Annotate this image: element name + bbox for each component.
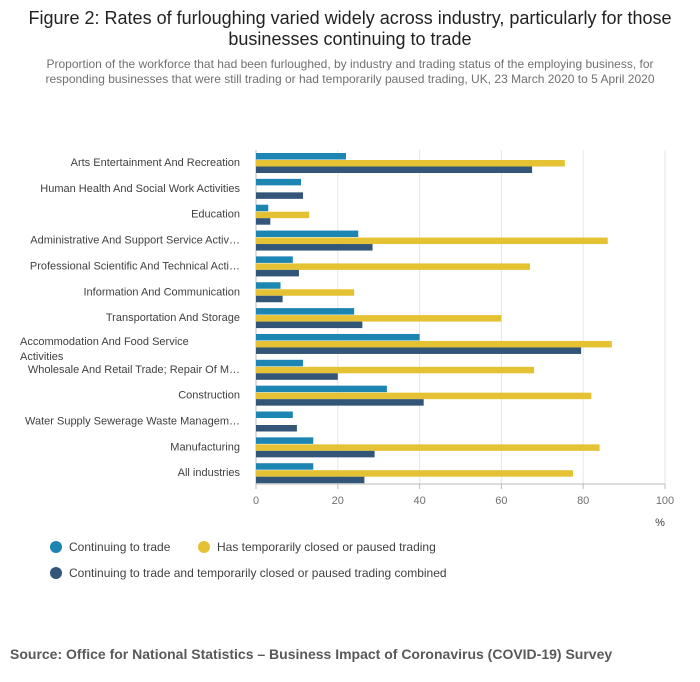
x-tick-label: 40 (413, 495, 425, 507)
x-tick-label: 20 (332, 495, 344, 507)
bar (256, 237, 608, 245)
x-tick-label: 100 (656, 495, 674, 507)
bar (256, 192, 304, 199)
bar (256, 463, 314, 470)
x-tick-label: 80 (577, 495, 589, 507)
bar-chart: 0 20 40 60 80 100% Arts Entertainment And Recr… (20, 150, 674, 529)
legend-label-continuing: Continuing to trade (69, 540, 171, 554)
legend-item-combined[interactable]: Continuing to trade and temporarily clos… (50, 566, 447, 580)
bar (256, 230, 359, 238)
bar (256, 450, 375, 458)
bar (256, 392, 592, 400)
category-label: Human Health And Social Work Activities (40, 183, 240, 195)
bar (256, 160, 565, 167)
bar (256, 263, 531, 270)
bar (256, 178, 301, 186)
category-label: Education (191, 209, 240, 221)
legend-label-combined: Continuing to trade and temporarily clos… (69, 566, 447, 580)
legend-swatch-continuing (50, 541, 62, 553)
category-label: Accommodation And Food Service Activities (20, 336, 189, 363)
bar (256, 476, 365, 484)
bar (256, 333, 420, 341)
category-label: Arts Entertainment And Recreation (71, 157, 240, 169)
chart-subtitle: Proportion of the workforce that had bee… (45, 57, 655, 86)
bar (256, 153, 346, 160)
bar (256, 359, 304, 367)
category-label: Information And Communication (83, 286, 240, 298)
bar (256, 470, 573, 477)
bar (256, 347, 582, 354)
category-label: Wholesale And Retail Trade; Repair Of M… (28, 364, 240, 376)
bar (256, 282, 281, 289)
legend-swatch-closed (198, 541, 210, 553)
category-label: Professional Scientific And Technical Ac… (30, 260, 240, 272)
bar (256, 218, 271, 225)
category-label: Water Supply Sewerage Waste Managem… (25, 416, 240, 428)
bar (256, 340, 612, 348)
x-axis-label: % (655, 517, 665, 529)
category-label: Manufacturing (170, 441, 240, 453)
bar (256, 385, 387, 393)
bar (256, 166, 533, 173)
bar (256, 308, 355, 315)
bar (256, 425, 297, 432)
bar (256, 204, 269, 212)
legend-item-continuing[interactable]: Continuing to trade (50, 540, 170, 554)
bar (256, 444, 600, 451)
bar (256, 269, 299, 277)
legend-label-closed: Has temporarily closed or paused trading (217, 540, 436, 554)
bar (256, 437, 314, 444)
bar (256, 315, 502, 322)
category-label: Administrative And Support Service Activ… (30, 235, 240, 247)
category-label: All industries (178, 467, 241, 479)
bar (256, 256, 293, 263)
bar (256, 411, 293, 418)
bar (256, 399, 424, 406)
bar (256, 366, 535, 374)
bar (256, 373, 338, 380)
legend-swatch-combined (50, 567, 62, 579)
bar (256, 244, 373, 251)
legend-item-closed[interactable]: Has temporarily closed or paused trading (198, 540, 436, 554)
bar (256, 321, 363, 329)
bar (256, 289, 355, 296)
chart-title: Figure 2: Rates of furloughing varied wi… (28, 8, 672, 49)
source-note: Source: Office for National Statistics –… (10, 646, 613, 662)
x-tick-label: 0 (253, 495, 259, 507)
x-tick-label: 60 (495, 495, 507, 507)
bar (256, 295, 283, 303)
bar (256, 211, 310, 219)
category-label: Transportation And Storage (106, 312, 240, 324)
category-label: Construction (178, 390, 240, 402)
